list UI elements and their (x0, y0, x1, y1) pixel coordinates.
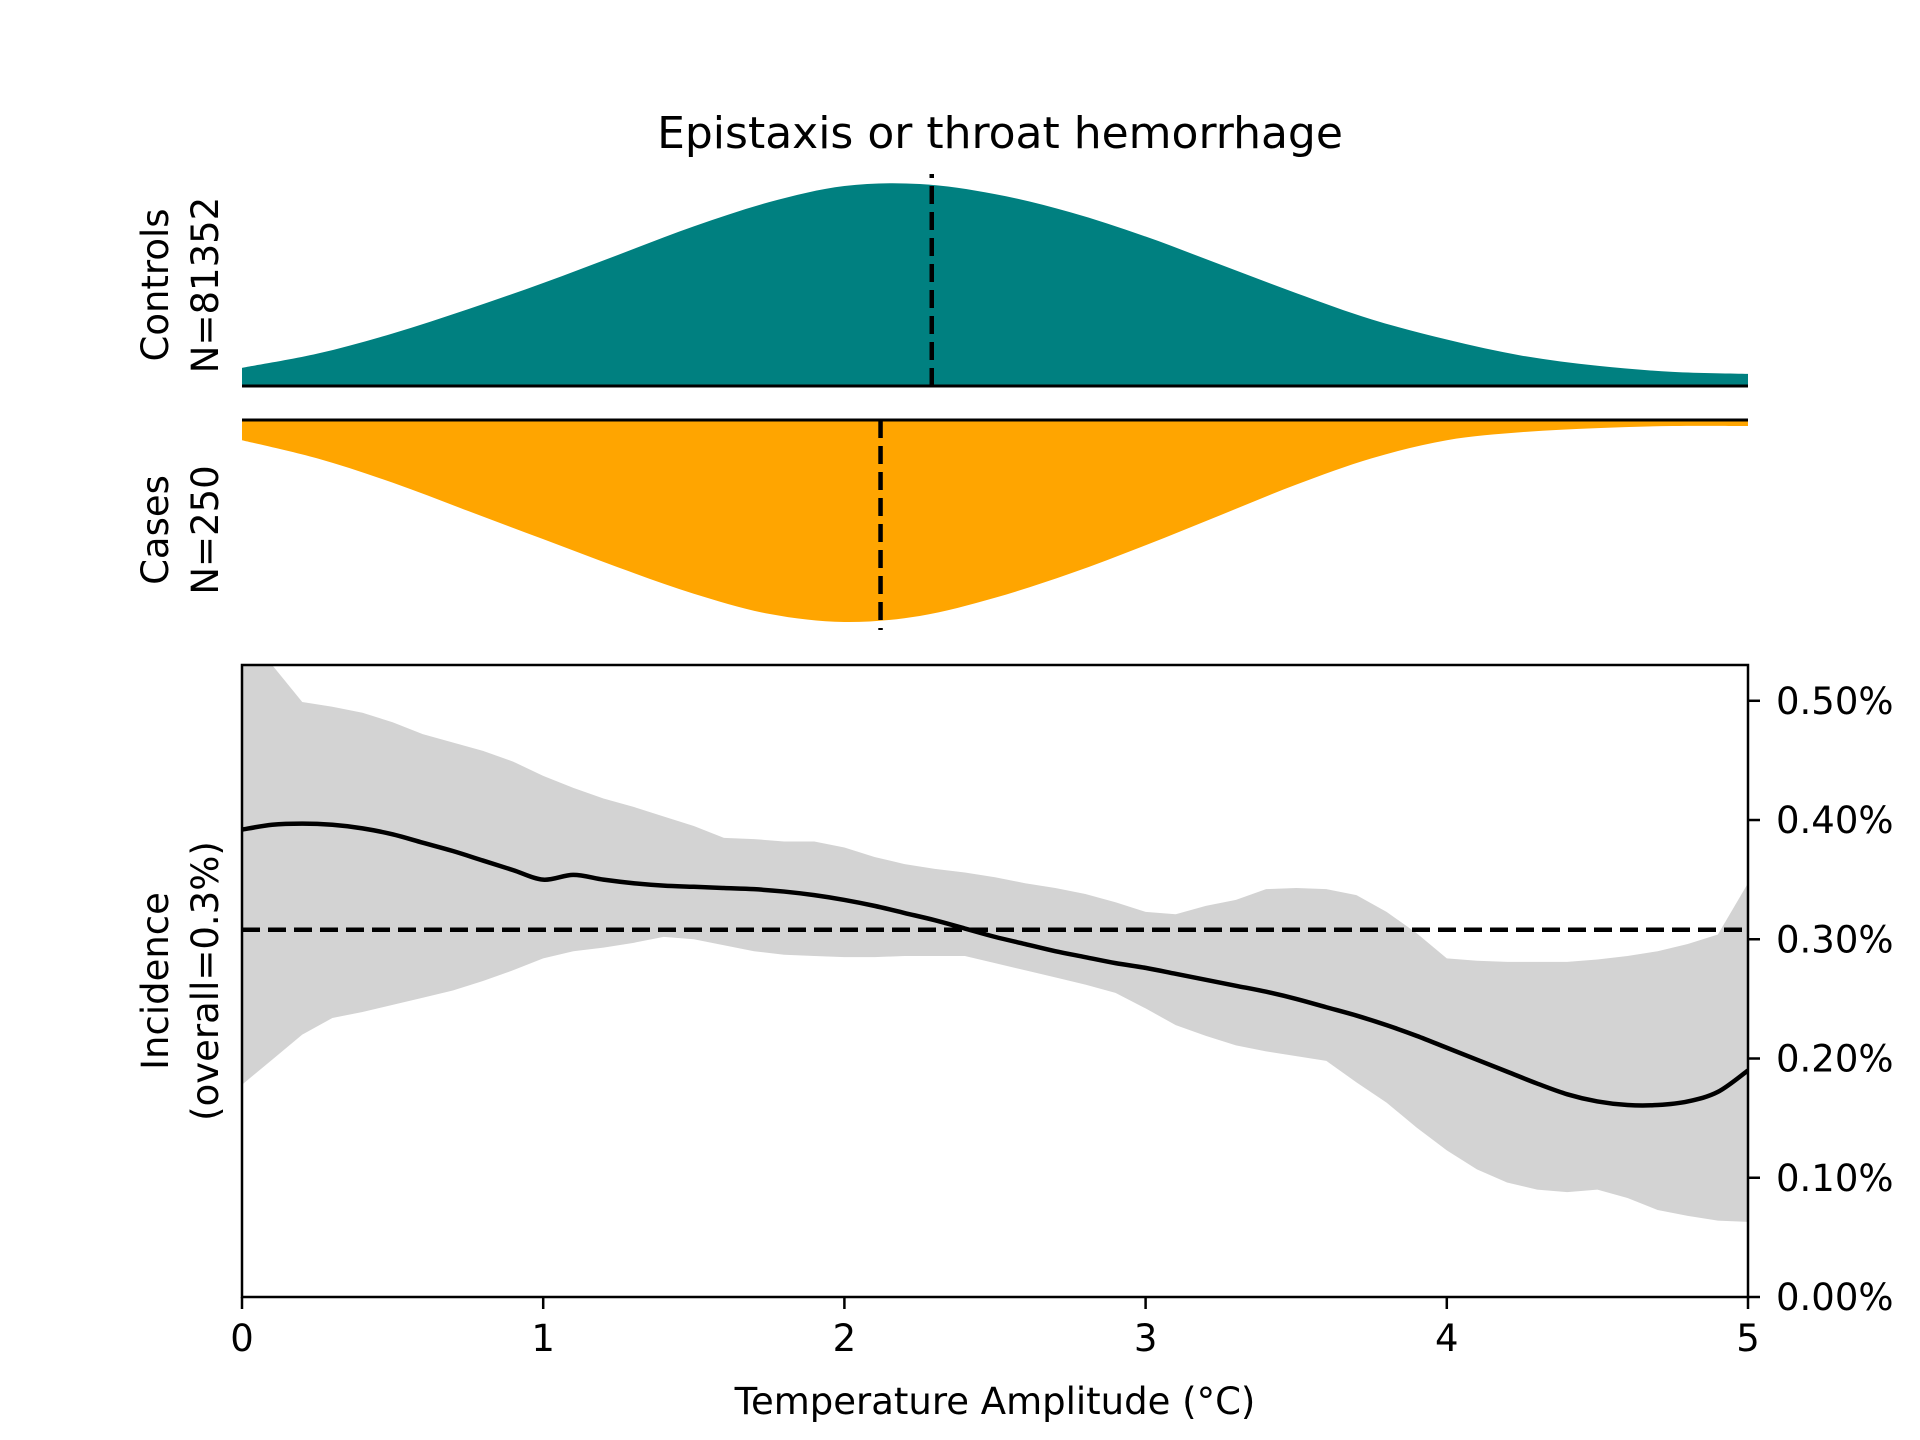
y-tick-label: 0.00% (1776, 1276, 1894, 1319)
plot-frame (240, 663, 1750, 1299)
controls-density-area (242, 183, 1748, 386)
x-tick-label: 4 (1435, 1317, 1459, 1360)
controls-panel: Controls N=81352 (134, 174, 1748, 388)
cases-panel: Cases N=250 (134, 418, 1748, 630)
controls-count-label: N=81352 (184, 197, 227, 373)
chart-title: Epistaxis or throat hemorrhage (657, 108, 1343, 159)
x-tick-label: 3 (1134, 1317, 1158, 1360)
x-tick-label: 5 (1736, 1317, 1760, 1360)
cases-label: Cases (134, 475, 177, 585)
y-tick-label: 0.40% (1776, 799, 1894, 842)
y-axis-label-line2: (overall=0.3%) (184, 841, 227, 1121)
y-tick-label: 0.30% (1776, 918, 1894, 961)
x-axis: 0 1 2 3 4 5 (230, 1297, 1760, 1360)
x-tick-label: 0 (230, 1317, 254, 1360)
y-axis-label-line1: Incidence (134, 892, 177, 1070)
x-tick-label: 1 (531, 1317, 555, 1360)
y-axis: 0.00% 0.10% 0.20% 0.30% 0.40% 0.50% (1748, 680, 1894, 1319)
y-tick-label: 0.10% (1776, 1157, 1894, 1200)
x-axis-label: Temperature Amplitude (°C) (734, 1380, 1256, 1423)
incidence-panel: 0 1 2 3 4 5 0.00% 0.10% 0.20% 0.30% 0.40% 0.50% Te… (134, 663, 1894, 1423)
controls-label: Controls (134, 208, 177, 361)
cases-density-area (242, 420, 1748, 623)
incidence-line (242, 821, 1748, 1108)
y-tick-label: 0.20% (1776, 1038, 1894, 1081)
cases-count-label: N=250 (184, 465, 227, 594)
confidence-band (242, 665, 1748, 1222)
y-tick-label: 0.50% (1776, 680, 1894, 723)
x-tick-label: 2 (833, 1317, 857, 1360)
